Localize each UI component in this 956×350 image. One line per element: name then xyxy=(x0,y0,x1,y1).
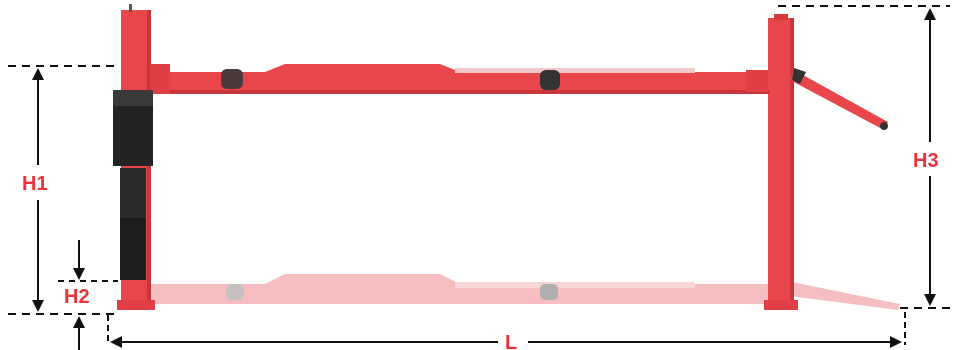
h3-dimension xyxy=(778,5,950,309)
right-post xyxy=(764,14,798,310)
lowered-runway-ghost xyxy=(150,274,900,310)
h2-label: H2 xyxy=(64,286,90,308)
h2-dimension xyxy=(58,240,118,350)
h3-label: H3 xyxy=(913,150,939,172)
h1-dimension xyxy=(8,65,120,315)
l-dimension xyxy=(107,312,906,348)
h1-label: H1 xyxy=(22,173,48,195)
raised-runway xyxy=(150,64,770,94)
power-unit xyxy=(113,90,153,280)
approach-ramp xyxy=(790,68,888,130)
l-label: L xyxy=(505,332,517,350)
